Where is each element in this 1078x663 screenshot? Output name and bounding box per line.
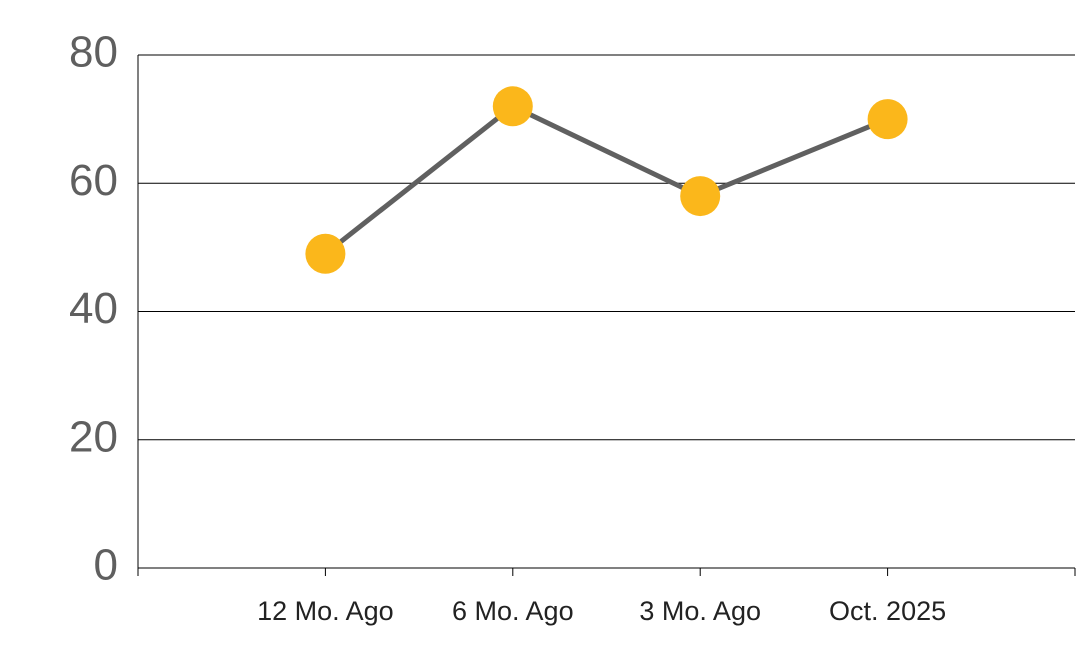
- y-tick-label: 60: [69, 156, 118, 205]
- marker: [680, 176, 721, 217]
- marker: [492, 86, 533, 127]
- y-tick-label: 40: [69, 284, 118, 333]
- line: [323, 103, 889, 256]
- x-tick-label: 12 Mo. Ago: [257, 596, 394, 626]
- y-tick-label: 20: [69, 412, 118, 461]
- x-tick-label: Oct. 2025: [829, 596, 946, 626]
- marker: [305, 233, 346, 274]
- marker: [867, 99, 908, 140]
- x-tick-label: 3 Mo. Ago: [639, 596, 761, 626]
- y-tick-label: 0: [94, 541, 118, 590]
- axes: [137, 55, 1076, 576]
- y-tick-label: 80: [69, 28, 118, 77]
- x-tick-label: 6 Mo. Ago: [452, 596, 574, 626]
